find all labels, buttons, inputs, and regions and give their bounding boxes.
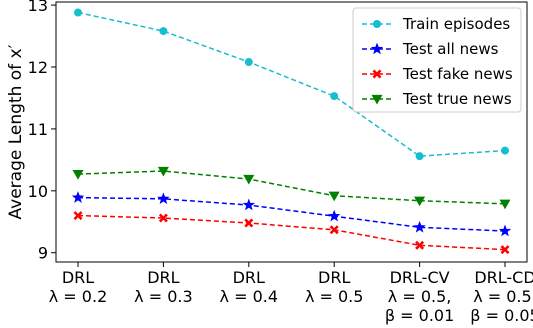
legend-marker-test-all-news [370,42,384,55]
data-point-train-episodes [330,92,339,101]
x-tick-label: DRL λ = 0.5 [305,268,364,306]
y-tick-label: 10 [28,182,48,201]
data-point-test-all-news [413,220,426,233]
legend-label-train-episodes: Train episodes [402,15,510,33]
y-tick-label: 11 [28,120,48,139]
x-tick-label: DRL λ = 0.4 [220,268,279,306]
y-axis-label: Average Length of x′ [6,44,26,219]
legend-marker-test-true-news [371,94,383,105]
plot-frame [55,1,528,263]
data-point-test-fake-news [158,213,168,223]
y-tick-label: 13 [28,0,48,15]
data-point-train-episodes [159,27,168,36]
legend-label-test-fake-news: Test fake news [402,65,513,83]
data-point-test-true-news [157,166,169,177]
x-tick-label: DRL-CD λ = 0.5, β = 0.05 [470,268,533,325]
data-point-test-all-news [157,192,170,205]
data-point-test-all-news [71,191,85,203]
data-point-test-true-news [414,196,426,207]
y-tick-label: 9 [38,244,48,263]
data-point-test-all-news [328,209,341,222]
data-point-test-all-news [498,224,512,237]
data-point-test-fake-news [244,218,254,228]
data-point-train-episodes [74,8,82,17]
legend: Train episodes Test all news Test fake new… [352,7,522,113]
data-point-test-fake-news [73,211,83,221]
data-point-train-episodes [244,58,253,67]
legend-label-test-all-news: Test all news [402,40,499,58]
data-point-train-episodes [415,152,424,161]
data-point-test-all-news [242,198,255,211]
data-point-test-fake-news [500,245,510,255]
y-tick-label: 12 [28,58,48,77]
data-point-test-true-news [72,169,84,180]
data-point-test-fake-news [415,240,425,250]
series-line-test-fake-news [77,214,506,251]
legend-marker-train-episodes [373,20,381,28]
data-point-test-true-news [243,174,255,185]
legend-label-test-true-news: Test true news [402,90,512,108]
data-point-test-fake-news [329,225,339,235]
data-point-test-true-news [499,199,511,210]
series-line-train-episodes [77,11,506,157]
data-point-train-episodes [501,146,509,155]
x-tick-label: DRL-CV λ = 0.5, β = 0.01 [385,268,454,325]
legend-marker-test-fake-news [372,69,382,79]
x-tick-label: DRL λ = 0.3 [134,268,193,306]
data-point-test-true-news [328,191,340,202]
legend-box [352,7,522,113]
series-line-test-all-news [77,196,506,232]
x-tick-label: DRL λ = 0.2 [49,268,108,306]
